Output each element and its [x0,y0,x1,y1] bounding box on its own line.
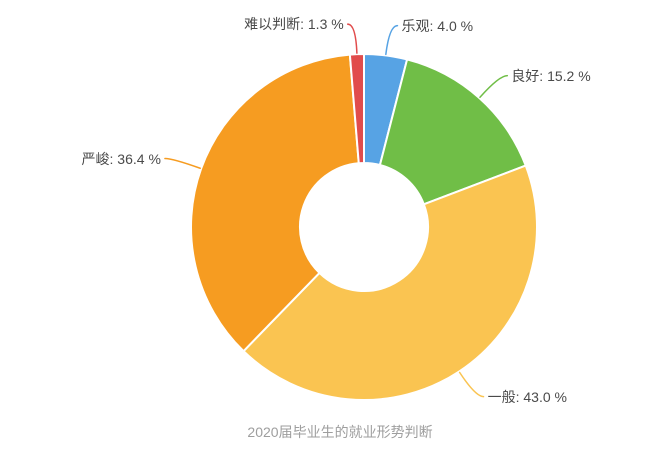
label-line-0 [385,24,399,56]
chart-title: 2020届毕业生的就业形势判断 [247,424,433,440]
pie-slice-2[interactable] [242,164,538,401]
label-line-1 [479,74,509,99]
pie-slice-4[interactable] [348,53,365,165]
pie-slice-3[interactable] [190,53,360,353]
label-line-4 [346,23,358,54]
label-line-3 [164,157,201,170]
label-line-2 [458,371,485,398]
pie-slice-1[interactable] [378,58,527,206]
